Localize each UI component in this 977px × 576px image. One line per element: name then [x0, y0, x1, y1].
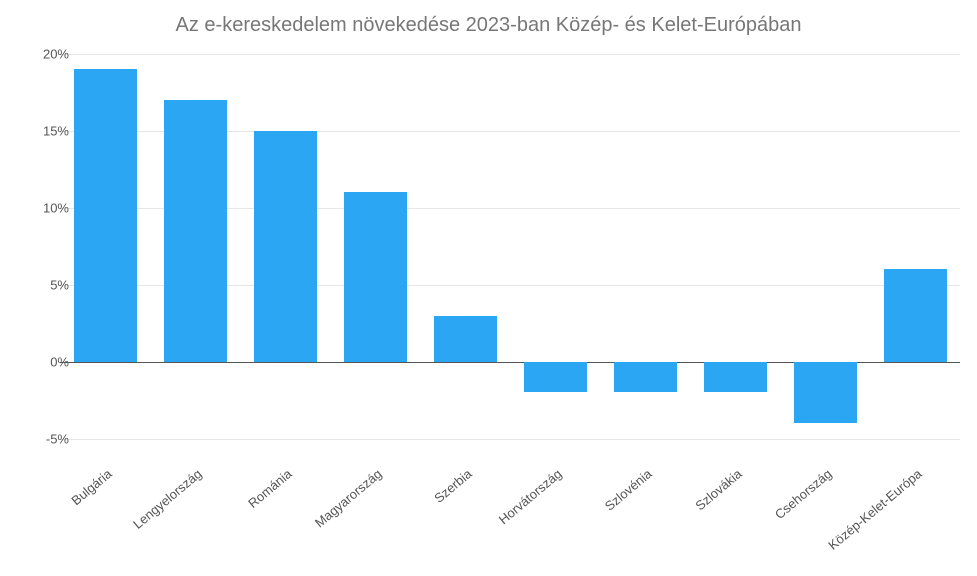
x-tick-label: Szlovákia	[692, 466, 744, 513]
bar-slot	[870, 54, 960, 454]
x-label-wrap: Szlovénia	[600, 458, 690, 568]
x-tick-label: Csehország	[772, 466, 835, 522]
bar-slot	[240, 54, 330, 454]
y-tick-label: 15%	[19, 123, 69, 138]
bar-slot	[690, 54, 780, 454]
bar	[704, 362, 767, 393]
bar-slot	[150, 54, 240, 454]
x-label-wrap: Románia	[240, 458, 330, 568]
bar	[614, 362, 677, 393]
x-label-wrap: Csehország	[780, 458, 870, 568]
x-label-wrap: Szerbia	[420, 458, 510, 568]
x-tick-label: Szerbia	[431, 466, 474, 506]
bar	[794, 362, 857, 424]
y-tick-label: 10%	[19, 200, 69, 215]
x-tick-label: Bulgária	[68, 466, 114, 508]
bar-slot	[420, 54, 510, 454]
y-tick-label: 5%	[19, 277, 69, 292]
x-label-wrap: Horvátország	[510, 458, 600, 568]
bar-slot	[60, 54, 150, 454]
x-label-wrap: Közép-Kelet-Európa	[870, 458, 960, 568]
y-tick-label: -5%	[19, 431, 69, 446]
bar	[254, 131, 317, 362]
x-tick-label: Szlovénia	[602, 466, 655, 514]
plot-area	[60, 54, 960, 454]
bar	[884, 269, 947, 361]
bar	[74, 69, 137, 361]
chart-title: Az e-kereskedelem növekedése 2023-ban Kö…	[0, 14, 977, 37]
bar-slot	[330, 54, 420, 454]
bar-slot	[600, 54, 690, 454]
bar-slot	[780, 54, 870, 454]
x-label-wrap: Szlovákia	[690, 458, 780, 568]
bar	[164, 100, 227, 362]
x-label-wrap: Magyarország	[330, 458, 420, 568]
x-axis-labels: Bulgária LengyelországRománia Magyarország…	[60, 458, 960, 568]
bar	[434, 316, 497, 362]
y-tick-label: 20%	[19, 47, 69, 62]
x-label-wrap: Bulgária	[60, 458, 150, 568]
bar	[524, 362, 587, 393]
x-tick-label: Románia	[245, 466, 295, 511]
bar-slot	[510, 54, 600, 454]
bars-container	[60, 54, 960, 454]
y-tick-label: 0%	[19, 354, 69, 369]
bar	[344, 192, 407, 361]
x-label-wrap: Lengyelország	[150, 458, 240, 568]
